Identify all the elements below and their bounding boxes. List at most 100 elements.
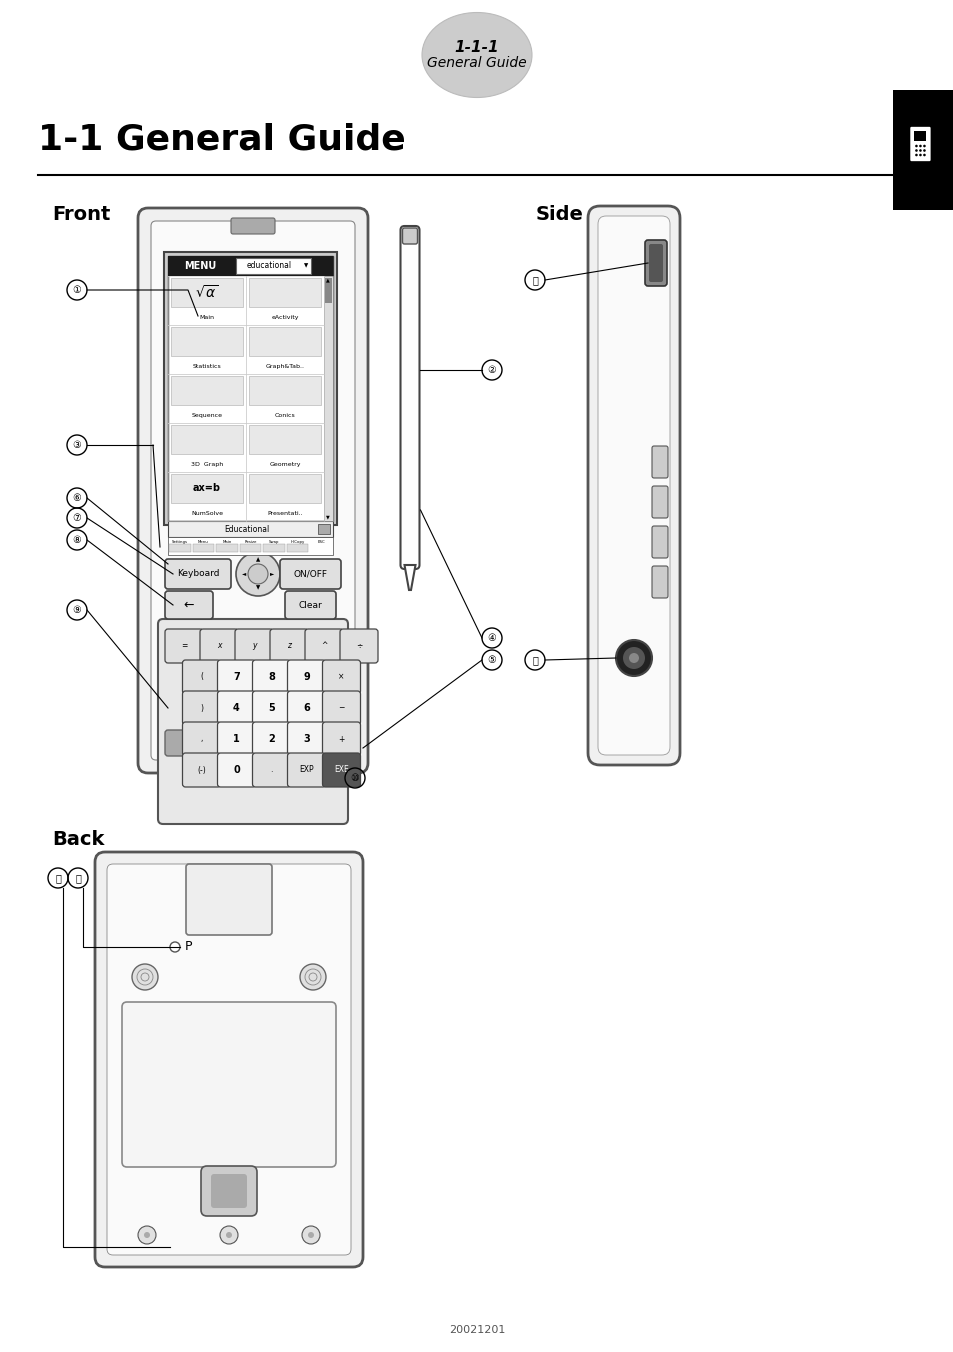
FancyBboxPatch shape <box>138 208 368 773</box>
Text: =: = <box>181 641 187 650</box>
FancyBboxPatch shape <box>253 753 291 787</box>
FancyBboxPatch shape <box>644 241 666 287</box>
FancyBboxPatch shape <box>168 256 333 276</box>
FancyBboxPatch shape <box>201 1165 256 1215</box>
FancyBboxPatch shape <box>322 691 360 725</box>
FancyBboxPatch shape <box>249 376 320 406</box>
FancyBboxPatch shape <box>651 485 667 518</box>
FancyBboxPatch shape <box>231 218 274 234</box>
Text: Settings: Settings <box>172 539 188 544</box>
FancyBboxPatch shape <box>249 425 320 454</box>
FancyBboxPatch shape <box>216 544 237 552</box>
Circle shape <box>302 1226 319 1244</box>
FancyBboxPatch shape <box>182 691 220 725</box>
Ellipse shape <box>421 12 532 97</box>
Text: z: z <box>287 641 291 650</box>
FancyBboxPatch shape <box>253 660 291 694</box>
Text: 0: 0 <box>233 765 239 775</box>
Text: EXP: EXP <box>299 765 314 775</box>
Text: MENU: MENU <box>184 261 216 270</box>
Circle shape <box>299 964 326 990</box>
Circle shape <box>628 653 639 662</box>
FancyBboxPatch shape <box>324 276 333 521</box>
Text: Front: Front <box>52 206 111 224</box>
FancyBboxPatch shape <box>165 591 213 619</box>
Text: Educational: Educational <box>224 525 269 534</box>
Circle shape <box>132 964 158 990</box>
Circle shape <box>616 639 651 676</box>
Circle shape <box>138 1226 156 1244</box>
Text: y: y <box>252 641 256 650</box>
FancyBboxPatch shape <box>305 629 343 662</box>
FancyBboxPatch shape <box>182 722 220 756</box>
Circle shape <box>170 942 180 952</box>
FancyBboxPatch shape <box>169 544 191 552</box>
FancyBboxPatch shape <box>263 544 285 552</box>
FancyBboxPatch shape <box>287 660 325 694</box>
Text: Conics: Conics <box>274 412 295 418</box>
Text: ^: ^ <box>320 641 327 650</box>
FancyBboxPatch shape <box>280 558 340 589</box>
Text: ⑤: ⑤ <box>487 654 496 665</box>
FancyBboxPatch shape <box>322 722 360 756</box>
FancyBboxPatch shape <box>249 475 320 503</box>
FancyBboxPatch shape <box>322 660 360 694</box>
Text: 4: 4 <box>233 703 239 713</box>
FancyBboxPatch shape <box>287 722 325 756</box>
Text: ESC: ESC <box>317 539 325 544</box>
FancyBboxPatch shape <box>587 206 679 765</box>
Text: Back: Back <box>52 830 104 849</box>
FancyBboxPatch shape <box>165 730 340 756</box>
Text: ⑪: ⑪ <box>532 654 537 665</box>
Text: ⑬: ⑬ <box>55 873 61 883</box>
Text: 6: 6 <box>303 703 310 713</box>
Text: NumSolve: NumSolve <box>191 511 223 516</box>
FancyBboxPatch shape <box>95 852 363 1267</box>
Text: Menu: Menu <box>198 539 209 544</box>
Text: Main: Main <box>199 315 214 320</box>
FancyBboxPatch shape <box>322 753 360 787</box>
FancyBboxPatch shape <box>217 753 255 787</box>
FancyBboxPatch shape <box>249 279 320 307</box>
Text: ④: ④ <box>487 633 496 644</box>
FancyBboxPatch shape <box>217 691 255 725</box>
Text: (: ( <box>200 672 203 681</box>
FancyBboxPatch shape <box>164 251 336 525</box>
Text: H-Copy: H-Copy <box>291 539 304 544</box>
Text: ⑩: ⑩ <box>351 773 359 783</box>
Circle shape <box>226 1232 232 1238</box>
FancyBboxPatch shape <box>171 376 243 406</box>
Text: 20021201: 20021201 <box>448 1325 505 1334</box>
Text: x: x <box>216 641 221 650</box>
Text: $\sqrt{\alpha}$: $\sqrt{\alpha}$ <box>195 284 218 301</box>
Circle shape <box>923 145 924 147</box>
FancyBboxPatch shape <box>648 243 662 283</box>
FancyBboxPatch shape <box>168 537 333 556</box>
Circle shape <box>248 564 268 584</box>
Text: ÷: ÷ <box>355 641 362 650</box>
FancyBboxPatch shape <box>168 521 333 537</box>
FancyBboxPatch shape <box>217 722 255 756</box>
FancyBboxPatch shape <box>217 660 255 694</box>
Text: ▲: ▲ <box>326 277 330 283</box>
FancyBboxPatch shape <box>914 131 925 141</box>
Circle shape <box>918 149 921 151</box>
Text: ): ) <box>200 703 203 713</box>
Circle shape <box>914 145 917 147</box>
Text: Geometry: Geometry <box>269 462 300 466</box>
Text: Sequence: Sequence <box>192 412 222 418</box>
FancyBboxPatch shape <box>402 228 417 243</box>
Text: Keyboard: Keyboard <box>176 569 219 579</box>
FancyBboxPatch shape <box>165 629 203 662</box>
FancyBboxPatch shape <box>186 864 272 936</box>
Text: 1-1 General Guide: 1-1 General Guide <box>38 123 405 157</box>
Text: ×: × <box>338 672 344 681</box>
Text: ►: ► <box>270 572 274 576</box>
FancyBboxPatch shape <box>158 619 348 823</box>
FancyBboxPatch shape <box>107 864 351 1255</box>
Text: ▼: ▼ <box>304 264 308 269</box>
Text: 8: 8 <box>268 672 274 681</box>
Text: Graph&Tab..: Graph&Tab.. <box>265 364 304 369</box>
FancyBboxPatch shape <box>151 220 355 760</box>
FancyBboxPatch shape <box>235 258 311 274</box>
